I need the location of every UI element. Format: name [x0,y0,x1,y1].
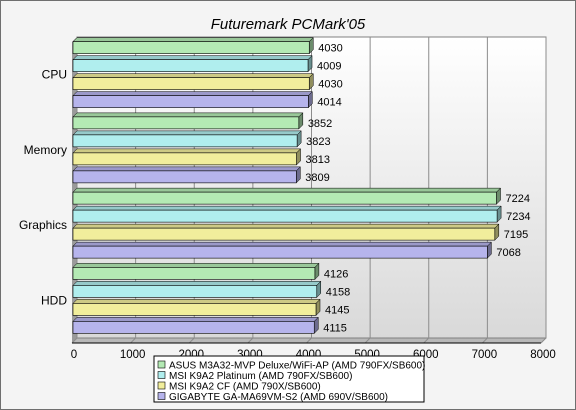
grid-floor-line [306,337,312,344]
x-tick-label: 1000 [120,349,146,361]
bar [72,285,318,298]
bar-top-face [72,148,302,154]
bar-top-face [72,166,301,172]
bar [72,245,488,259]
category-label: CPU [42,68,67,82]
bar-value-label: 7195 [504,229,528,241]
bar-top-face [72,112,304,118]
bar [72,267,316,280]
bar [72,59,309,72]
x-tick-label: 0 [71,349,77,361]
bar-value-label: 3852 [308,118,332,130]
grid-floor-line [364,337,371,344]
grid-floor-line [71,337,78,344]
bar [72,116,300,130]
bar-top-face [72,37,314,42]
legend-swatch [157,381,166,390]
bar-top-face [72,205,502,211]
bar-value-label: 4126 [324,268,348,280]
bar [72,321,315,334]
grid-floor-line [247,337,254,344]
legend-swatch [157,360,166,369]
bar [72,77,310,90]
bar [72,95,309,108]
bar [72,41,310,54]
grid-floor-line [188,337,195,344]
bar-value-label: 7068 [496,247,520,259]
bar-top-face [72,73,314,78]
bar-top-face [72,187,502,193]
legend-swatch [157,371,166,379]
bar-value-label: 4030 [318,79,342,91]
bar-value-label: 3809 [305,172,329,184]
category-label: Memory [24,143,67,157]
bar [72,170,297,184]
bar [72,191,497,205]
legend-swatch [157,392,166,400]
legend-box [153,355,425,403]
bar-value-label: 4030 [318,43,342,55]
x-tick-label: 8000 [530,349,556,361]
bar-top-face [72,55,313,60]
grid-floor-line [130,337,136,344]
bar-value-label: 3813 [306,154,330,166]
bar-top-face [72,223,500,229]
legend-label: ASUS M3A32-MVP Deluxe/WiFi-AP (AMD 790FX… [169,361,425,372]
bar-top-face [72,299,321,304]
bar [72,227,496,241]
bar-top-face [72,130,302,136]
bar-value-label: 7234 [506,211,530,223]
bar-value-label: 4009 [317,61,341,73]
bar-value-label: 4014 [317,97,341,109]
bar [72,134,298,148]
category-label: Graphics [19,218,67,232]
legend-label: MSI K9A2 CF (AMD 790X/SB600) [169,382,321,393]
bar [72,209,498,223]
bar [72,303,317,316]
bar-value-label: 3823 [306,136,330,148]
bar-top-face [72,91,313,96]
grid-floor-line [540,337,547,344]
chart-title: Futuremark PCMark'05 [211,16,366,33]
bar-top-face [72,317,319,322]
x-tick-label: 7000 [472,349,498,361]
bar-top-face [72,241,492,247]
grid-floor-line [482,337,488,344]
legend-label: MSI K9A2 Platinum (AMD 790FX/SB600) [169,371,352,382]
legend-label: GIGABYTE GA-MA69VM-S2 (AMD 690V/SB600) [169,392,388,403]
bar [72,152,297,166]
category-label: HDD [41,293,67,307]
bar-value-label: 4115 [323,322,347,334]
bar-top-face [72,281,322,286]
bar-value-label: 4158 [326,286,350,298]
bar-value-label: 4145 [325,304,349,316]
bar-top-face [72,263,320,268]
bar-value-label: 7224 [506,193,530,205]
grid-floor-line [423,337,430,344]
